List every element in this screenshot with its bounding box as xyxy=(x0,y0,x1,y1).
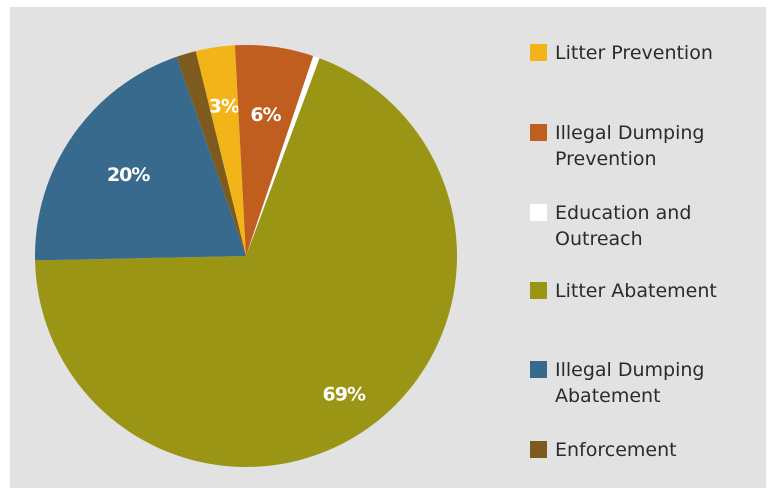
legend-label: Illegal Dumping Abatement xyxy=(555,359,705,407)
pie-slice-illegal-dumping-prevention xyxy=(234,45,314,257)
legend-label: Education and Outreach xyxy=(555,202,692,250)
legend-item: Illegal Dumping Abatement xyxy=(530,357,705,409)
legend-swatch xyxy=(530,124,547,141)
slice-label-illegal-dumping-prevention: 6% xyxy=(250,104,281,126)
pie-slice-enforcement xyxy=(176,51,246,256)
legend-item: Enforcement xyxy=(530,437,677,463)
legend-label: Enforcement xyxy=(555,439,677,461)
legend-swatch xyxy=(530,282,547,299)
slice-label-litter-abatement: 69% xyxy=(323,384,366,406)
legend: Litter Prevention Illegal Dumping Prevent… xyxy=(530,7,766,488)
legend-item: Litter Prevention xyxy=(530,40,713,66)
pie-chart: 3% 6% 69% 20% xyxy=(35,45,457,467)
pie-slice-litter-prevention xyxy=(195,45,246,256)
legend-label: Litter Prevention xyxy=(555,42,713,64)
legend-label: Illegal Dumping Prevention xyxy=(555,122,705,170)
legend-swatch xyxy=(530,44,547,61)
legend-swatch xyxy=(530,204,547,221)
slice-label-illegal-dumping-abatement: 20% xyxy=(107,164,150,186)
legend-label: Litter Abatement xyxy=(555,280,717,302)
pie-slice-illegal-dumping-abatement xyxy=(35,56,246,261)
pie-slice-litter-abatement xyxy=(35,58,457,467)
legend-swatch xyxy=(530,441,547,458)
slice-label-litter-prevention: 3% xyxy=(209,96,240,118)
legend-item: Education and Outreach xyxy=(530,200,691,252)
legend-swatch xyxy=(530,361,547,378)
pie-slice-education-and-outreach xyxy=(246,56,320,256)
legend-item: Illegal Dumping Prevention xyxy=(530,120,705,172)
legend-item: Litter Abatement xyxy=(530,278,717,304)
chart-panel: 3% 6% 69% 20% Litter Prevention Illegal Dump… xyxy=(10,7,766,488)
